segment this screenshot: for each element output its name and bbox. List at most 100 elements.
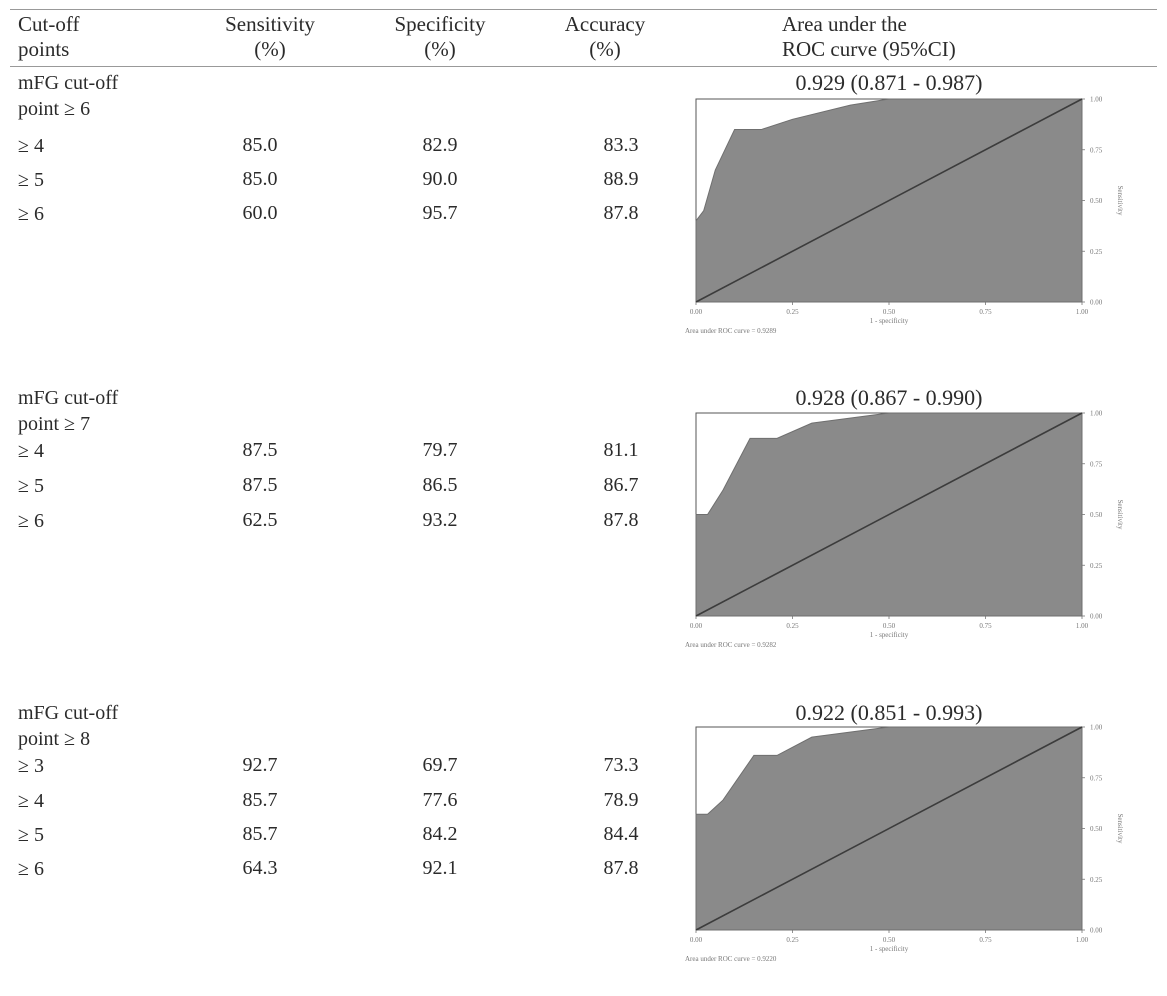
roc-chart-3: 0.00 0.25 0.50 0.75 1.000.000.250.500.751.00… xyxy=(672,724,1142,996)
header-line: (%) xyxy=(190,37,350,62)
specificity-cell: 90.0 xyxy=(385,167,495,191)
y-tick-label: 0.25 xyxy=(1090,876,1103,884)
accuracy-cell: 84.4 xyxy=(566,822,676,846)
cutoff-cell: ≥ 5 xyxy=(18,473,44,499)
y-tick-label: 0.75 xyxy=(1090,460,1103,468)
table-top-rule xyxy=(10,9,1157,10)
sensitivity-cell: 62.5 xyxy=(205,508,315,532)
sensitivity-cell: 85.7 xyxy=(205,788,315,812)
sensitivity-cell: 92.7 xyxy=(205,753,315,777)
y-tick-label: 0.50 xyxy=(1090,511,1103,519)
cutoff-cell: ≥ 5 xyxy=(18,167,44,193)
header-line: Sensitivity xyxy=(190,12,350,37)
sensitivity-cell: 87.5 xyxy=(205,473,315,497)
specificity-cell: 69.7 xyxy=(385,753,495,777)
specificity-cell: 84.2 xyxy=(385,822,495,846)
header-line: ROC curve (95%CI) xyxy=(782,37,956,62)
header-line: Accuracy xyxy=(530,12,680,37)
y-tick-label: 0.75 xyxy=(1090,146,1103,154)
group-label-line: point ≥ 8 xyxy=(18,726,118,752)
specificity-cell: 95.7 xyxy=(385,201,495,225)
cutoff-cell: ≥ 3 xyxy=(18,753,44,779)
roc-chart-1: 0.00 0.25 0.50 0.75 1.000.000.250.500.751.00… xyxy=(672,96,1142,368)
x-tick-label: 0.00 xyxy=(690,308,703,316)
sensitivity-cell: 64.3 xyxy=(205,856,315,880)
x-tick-label: 0.50 xyxy=(883,308,896,316)
accuracy-cell: 73.3 xyxy=(566,753,676,777)
cutoff-cell: ≥ 5 xyxy=(18,822,44,848)
x-axis-label: 1 - specificity xyxy=(870,945,909,953)
roc-caption: Area under ROC curve = 0.9289 xyxy=(685,327,777,335)
y-axis-label: Sensitivity xyxy=(1116,186,1124,216)
y-tick-label: 0.50 xyxy=(1090,825,1103,833)
x-tick-label: 1.00 xyxy=(1076,308,1089,316)
x-tick-label: 0.25 xyxy=(786,622,799,630)
x-tick-label: 0.75 xyxy=(979,622,992,630)
sensitivity-cell: 85.7 xyxy=(205,822,315,846)
group-label-line: point ≥ 7 xyxy=(18,411,118,437)
header-line: (%) xyxy=(530,37,680,62)
y-tick-label: 0.75 xyxy=(1090,774,1103,782)
x-tick-label: 0.75 xyxy=(979,308,992,316)
cutoff-cell: ≥ 6 xyxy=(18,856,44,882)
y-axis-label: Sensitivity xyxy=(1116,814,1124,844)
roc-caption: Area under ROC curve = 0.9282 xyxy=(685,641,777,649)
cutoff-cell: ≥ 6 xyxy=(18,508,44,534)
cutoff-cell: ≥ 4 xyxy=(18,133,44,159)
specificity-cell: 92.1 xyxy=(385,856,495,880)
sensitivity-cell: 60.0 xyxy=(205,201,315,225)
auc-value: 0.929 (0.871 - 0.987) xyxy=(690,70,1088,96)
y-tick-label: 0.00 xyxy=(1090,927,1103,935)
header-line: Specificity xyxy=(360,12,520,37)
cutoff-cell: ≥ 6 xyxy=(18,201,44,227)
accuracy-cell: 87.8 xyxy=(566,201,676,225)
y-tick-label: 1.00 xyxy=(1090,410,1103,418)
x-tick-label: 0.50 xyxy=(883,936,896,944)
x-tick-label: 1.00 xyxy=(1076,622,1089,630)
group-label: mFG cut-off point ≥ 6 xyxy=(18,70,118,122)
header-line: points xyxy=(18,37,79,62)
group-label: mFG cut-off point ≥ 7 xyxy=(18,385,118,437)
accuracy-cell: 78.9 xyxy=(566,788,676,812)
header-line: (%) xyxy=(360,37,520,62)
y-tick-label: 0.00 xyxy=(1090,299,1103,307)
x-axis-label: 1 - specificity xyxy=(870,317,909,325)
accuracy-cell: 81.1 xyxy=(566,438,676,462)
header-accuracy: Accuracy (%) xyxy=(530,12,680,62)
header-auc: Area under the ROC curve (95%CI) xyxy=(782,12,956,62)
y-axis-label: Sensitivity xyxy=(1116,500,1124,530)
y-tick-label: 1.00 xyxy=(1090,724,1103,732)
specificity-cell: 79.7 xyxy=(385,438,495,462)
cutoff-cell: ≥ 4 xyxy=(18,788,44,814)
y-tick-label: 0.25 xyxy=(1090,248,1103,256)
accuracy-cell: 87.8 xyxy=(566,508,676,532)
header-line: Cut-off xyxy=(18,12,79,37)
group-label-line: mFG cut-off xyxy=(18,700,118,726)
roc-chart-2: 0.00 0.25 0.50 0.75 1.000.000.250.500.751.00… xyxy=(672,410,1142,682)
cutoff-cell: ≥ 4 xyxy=(18,438,44,464)
specificity-cell: 77.6 xyxy=(385,788,495,812)
sensitivity-cell: 85.0 xyxy=(205,133,315,157)
x-tick-label: 0.75 xyxy=(979,936,992,944)
y-tick-label: 0.00 xyxy=(1090,613,1103,621)
header-sensitivity: Sensitivity (%) xyxy=(190,12,350,62)
header-cutoff-points: Cut-off points xyxy=(18,12,79,62)
x-tick-label: 0.25 xyxy=(786,936,799,944)
x-tick-label: 1.00 xyxy=(1076,936,1089,944)
y-tick-label: 1.00 xyxy=(1090,96,1103,104)
x-tick-label: 0.50 xyxy=(883,622,896,630)
group-label-line: point ≥ 6 xyxy=(18,96,118,122)
y-tick-label: 0.50 xyxy=(1090,197,1103,205)
sensitivity-cell: 85.0 xyxy=(205,167,315,191)
x-tick-label: 0.25 xyxy=(786,308,799,316)
group-label: mFG cut-off point ≥ 8 xyxy=(18,700,118,752)
auc-value: 0.922 (0.851 - 0.993) xyxy=(690,700,1088,726)
specificity-cell: 93.2 xyxy=(385,508,495,532)
x-tick-label: 0.00 xyxy=(690,622,703,630)
group-label-line: mFG cut-off xyxy=(18,70,118,96)
sensitivity-cell: 87.5 xyxy=(205,438,315,462)
header-specificity: Specificity (%) xyxy=(360,12,520,62)
accuracy-cell: 87.8 xyxy=(566,856,676,880)
header-line: Area under the xyxy=(782,12,956,37)
accuracy-cell: 86.7 xyxy=(566,473,676,497)
